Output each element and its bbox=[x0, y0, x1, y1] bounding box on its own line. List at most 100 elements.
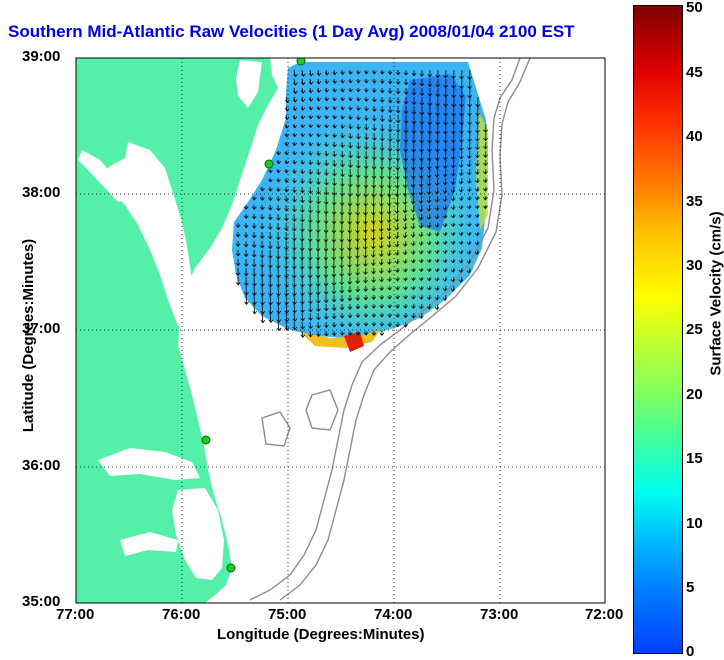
velocity-arrow bbox=[466, 249, 472, 255]
velocity-arrow bbox=[300, 330, 306, 338]
velocity-arrow bbox=[276, 321, 282, 332]
velocity-arrow bbox=[475, 168, 480, 175]
velocity-arrow bbox=[394, 222, 400, 231]
velocity-arrow bbox=[308, 123, 314, 129]
velocity-arrow bbox=[356, 123, 361, 130]
velocity-arrow bbox=[331, 195, 337, 206]
plot-frame bbox=[75, 57, 606, 604]
velocity-arrow bbox=[378, 240, 384, 249]
velocity-arrow bbox=[458, 177, 464, 185]
velocity-arrow bbox=[268, 177, 273, 183]
velocity-arrow bbox=[371, 331, 377, 336]
x-axis-label: Longitude (Degrees:Minutes) bbox=[217, 626, 425, 643]
velocity-arrow bbox=[379, 285, 384, 291]
velocity-arrow bbox=[356, 105, 361, 111]
velocity-arrow bbox=[348, 96, 353, 102]
velocity-arrow bbox=[395, 96, 401, 105]
velocity-arrow bbox=[426, 177, 432, 187]
velocity-arrow bbox=[442, 240, 448, 246]
velocity-arrow bbox=[459, 123, 464, 135]
velocity-arrow bbox=[267, 240, 273, 250]
velocity-arrow bbox=[387, 267, 392, 274]
velocity-arrow bbox=[291, 231, 297, 242]
velocity-arrow bbox=[402, 240, 408, 247]
velocity-arrow bbox=[324, 78, 330, 85]
velocity-arrow bbox=[411, 276, 416, 282]
velocity-arrow bbox=[394, 213, 400, 223]
velocity-arrow bbox=[474, 213, 480, 219]
velocity-arrow bbox=[316, 78, 322, 85]
velocity-arrow bbox=[450, 159, 456, 169]
velocity-arrow bbox=[308, 78, 314, 85]
velocity-arrow bbox=[316, 186, 321, 195]
velocity-arrow bbox=[340, 150, 345, 158]
velocity-arrow bbox=[386, 213, 392, 223]
velocity-arrow bbox=[394, 195, 400, 206]
velocity-arrow bbox=[443, 132, 448, 144]
velocity-arrow bbox=[450, 222, 456, 228]
velocity-arrow bbox=[402, 258, 408, 264]
velocity-arrow bbox=[348, 114, 353, 120]
velocity-arrow bbox=[364, 141, 369, 150]
velocity-arrow bbox=[308, 150, 313, 156]
velocity-arrow bbox=[467, 123, 472, 134]
velocity-arrow bbox=[300, 87, 306, 94]
velocity-arrow bbox=[235, 231, 241, 238]
velocity-arrow bbox=[324, 330, 329, 337]
velocity-arrow bbox=[387, 312, 393, 318]
velocity-arrow bbox=[442, 168, 448, 178]
x-tick-label: 76:00 bbox=[162, 606, 201, 623]
velocity-arrow bbox=[403, 276, 408, 282]
velocity-arrow bbox=[363, 222, 368, 233]
velocity-arrow bbox=[387, 114, 393, 123]
velocity-arrow bbox=[418, 276, 424, 282]
velocity-arrow bbox=[363, 312, 369, 318]
velocity-arrow bbox=[364, 114, 369, 121]
velocity-arrow bbox=[275, 222, 281, 231]
velocity-arrow bbox=[419, 88, 425, 97]
velocity-arrow bbox=[379, 276, 384, 283]
colorbar-tick: 50 bbox=[686, 0, 703, 16]
velocity-arrow bbox=[395, 267, 400, 273]
velocity-arrow bbox=[267, 222, 273, 230]
velocity-arrow bbox=[276, 213, 281, 221]
velocity-arrow bbox=[386, 222, 392, 232]
velocity-arrow bbox=[371, 141, 377, 151]
y-tick-label: 37:00 bbox=[22, 320, 61, 337]
velocity-arrow bbox=[267, 231, 273, 240]
velocity-arrow bbox=[450, 168, 456, 177]
velocity-arrow bbox=[403, 303, 408, 309]
velocity-arrow bbox=[395, 168, 400, 180]
velocity-arrow bbox=[316, 69, 322, 77]
velocity-arrow bbox=[370, 249, 376, 258]
velocity-arrow bbox=[252, 294, 257, 306]
velocity-arrow bbox=[268, 294, 274, 306]
velocity-arrow bbox=[394, 249, 400, 256]
velocity-arrow bbox=[434, 276, 440, 282]
velocity-arrow bbox=[284, 276, 289, 288]
velocity-arrow bbox=[418, 258, 424, 264]
velocity-arrow bbox=[371, 204, 376, 216]
velocity-arrow bbox=[443, 141, 448, 153]
velocity-arrow bbox=[419, 69, 425, 77]
velocity-arrow bbox=[363, 150, 369, 160]
velocity-arrow bbox=[386, 231, 392, 240]
velocity-arrow bbox=[372, 132, 377, 141]
velocity-arrow bbox=[442, 177, 448, 186]
velocity-arrow bbox=[386, 186, 392, 198]
colorbar-tick: 5 bbox=[686, 579, 695, 596]
velocity-arrow bbox=[339, 285, 345, 294]
velocity-arrow bbox=[442, 204, 448, 211]
velocity-arrow bbox=[418, 249, 424, 255]
velocity-arrow bbox=[402, 186, 408, 197]
velocity-arrow bbox=[316, 132, 321, 138]
velocity-arrow bbox=[267, 258, 273, 269]
velocity-arrow bbox=[332, 87, 337, 93]
velocity-arrow bbox=[292, 186, 297, 193]
velocity-arrow bbox=[427, 69, 433, 78]
velocity-arrow bbox=[243, 267, 249, 277]
velocity-arrow bbox=[331, 321, 337, 328]
velocity-arrow bbox=[434, 204, 440, 211]
velocity-arrow bbox=[324, 159, 329, 167]
velocity-arrow bbox=[331, 286, 337, 295]
